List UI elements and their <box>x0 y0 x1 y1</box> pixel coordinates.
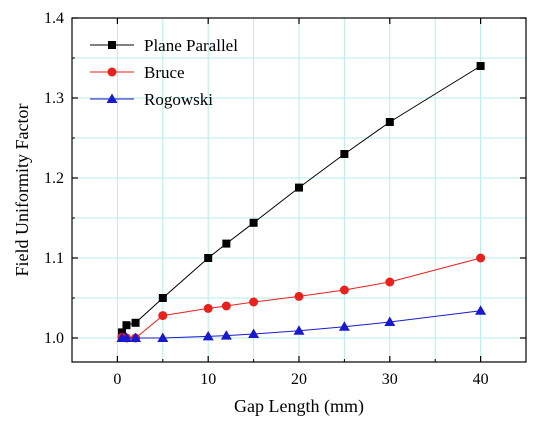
data-point-bruce <box>249 297 259 307</box>
legend-label: Rogowski <box>144 90 213 109</box>
data-point-plane-parallel <box>204 254 213 262</box>
data-point-bruce <box>476 253 486 263</box>
y-tick-label: 1.4 <box>44 10 64 27</box>
axes: 0 10 20 30 40 1.0 1.1 1.2 1.3 1.4 <box>44 10 526 388</box>
y-tick-label: 1.1 <box>44 250 64 267</box>
data-point-plane-parallel <box>131 318 140 327</box>
data-point-plane-parallel <box>122 321 131 330</box>
legend-marker <box>108 41 116 49</box>
data-point-bruce <box>221 301 231 311</box>
series-layer <box>116 62 487 343</box>
data-point-bruce <box>294 291 304 301</box>
y-tick-label: 1.3 <box>44 90 64 107</box>
data-point-rogowski <box>384 316 396 326</box>
data-point-bruce <box>385 277 395 287</box>
legend-entry-plane-parallel: Plane Parallel <box>90 36 238 55</box>
data-point-plane-parallel <box>222 239 231 248</box>
series-rogowski <box>116 305 487 342</box>
data-point-rogowski <box>157 332 169 342</box>
x-tick-label: 20 <box>291 371 307 388</box>
data-point-bruce <box>339 285 349 295</box>
data-point-plane-parallel <box>249 218 258 227</box>
data-point-bruce <box>158 311 168 321</box>
legend-label: Bruce <box>144 63 185 82</box>
data-point-rogowski <box>338 321 350 331</box>
y-tick-label: 1.0 <box>44 330 64 347</box>
data-point-bruce <box>203 303 213 313</box>
data-point-rogowski <box>220 330 232 340</box>
x-tick-label: 0 <box>113 371 121 388</box>
data-point-rogowski <box>120 332 132 342</box>
x-axis-title: Gap Length (mm) <box>234 396 364 417</box>
grid-lines <box>72 18 526 362</box>
data-point-rogowski <box>248 328 260 338</box>
data-point-plane-parallel <box>117 328 126 337</box>
legend-entry-rogowski: Rogowski <box>90 90 213 109</box>
data-point-plane-parallel <box>158 294 167 302</box>
y-tick-label: 1.2 <box>44 170 64 187</box>
legend-marker <box>107 67 117 77</box>
data-point-rogowski <box>475 305 487 315</box>
data-point-rogowski <box>293 325 305 335</box>
legend-marker <box>106 93 118 103</box>
data-point-plane-parallel <box>476 62 485 70</box>
x-tick-label: 40 <box>473 371 489 388</box>
data-point-plane-parallel <box>385 118 394 126</box>
x-tick-label: 10 <box>200 371 216 388</box>
data-point-plane-parallel <box>340 150 349 158</box>
legend: Plane Parallel Bruce Rogowski <box>90 36 238 109</box>
legend-label: Plane Parallel <box>144 36 238 55</box>
data-point-plane-parallel <box>295 183 303 192</box>
data-point-rogowski <box>130 332 142 342</box>
x-tick-label: 30 <box>382 371 398 388</box>
legend-entry-bruce: Bruce <box>90 63 185 82</box>
y-axis-title: Field Uniformity Factor <box>12 104 32 277</box>
series-plane-parallel <box>117 62 485 337</box>
data-point-rogowski <box>202 330 214 341</box>
